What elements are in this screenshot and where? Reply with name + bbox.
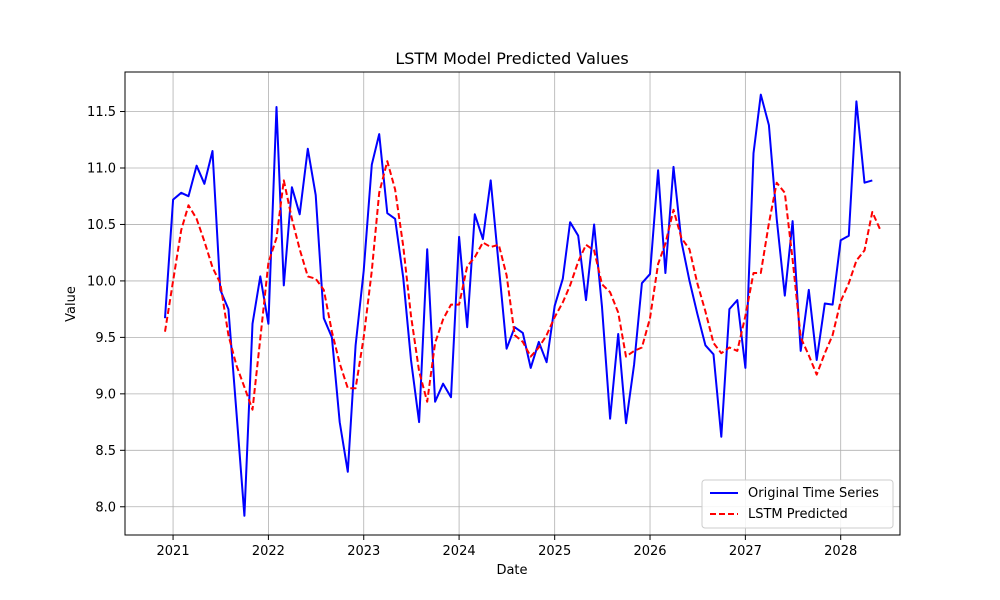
y-axis-label: Value (64, 286, 79, 322)
x-tick-label: 2021 (157, 544, 190, 559)
series-group (164, 93, 882, 517)
x-tick-label: 2027 (729, 544, 762, 559)
legend-box (701, 479, 894, 529)
y-tick-label: 9.0 (95, 387, 116, 402)
x-tick-label: 2026 (633, 544, 666, 559)
series-line-original (164, 93, 873, 517)
y-tick-label: 8.5 (95, 444, 116, 459)
plot-frame (124, 71, 901, 536)
y-tick-label: 11.0 (87, 161, 116, 176)
x-tick-label: 2028 (824, 544, 857, 559)
x-tick-label: 2024 (443, 544, 476, 559)
x-tick-label: 2023 (347, 544, 380, 559)
series-line-predicted (164, 160, 882, 411)
x-axis: 2021 2022 2023 2024 2025 2026 2027 2028 (157, 535, 857, 559)
legend-label-predicted: LSTM Predicted (748, 507, 848, 522)
x-axis-label: Date (496, 563, 527, 578)
y-tick-label: 9.5 (95, 331, 116, 346)
legend-label-original: Original Time Series (748, 486, 879, 501)
y-tick-label: 8.0 (95, 500, 116, 515)
y-tick-label: 10.5 (87, 218, 116, 233)
y-axis: 8.0 8.5 9.0 9.5 10.0 10.5 11.0 11.5 (87, 105, 125, 515)
x-tick-label: 2022 (252, 544, 285, 559)
y-tick-label: 10.0 (87, 274, 116, 289)
x-tick-label: 2025 (538, 544, 571, 559)
y-tick-label: 11.5 (87, 105, 116, 120)
chart-title: LSTM Model Predicted Values (395, 49, 628, 68)
legend: Original Time Series LSTM Predicted (701, 479, 894, 529)
